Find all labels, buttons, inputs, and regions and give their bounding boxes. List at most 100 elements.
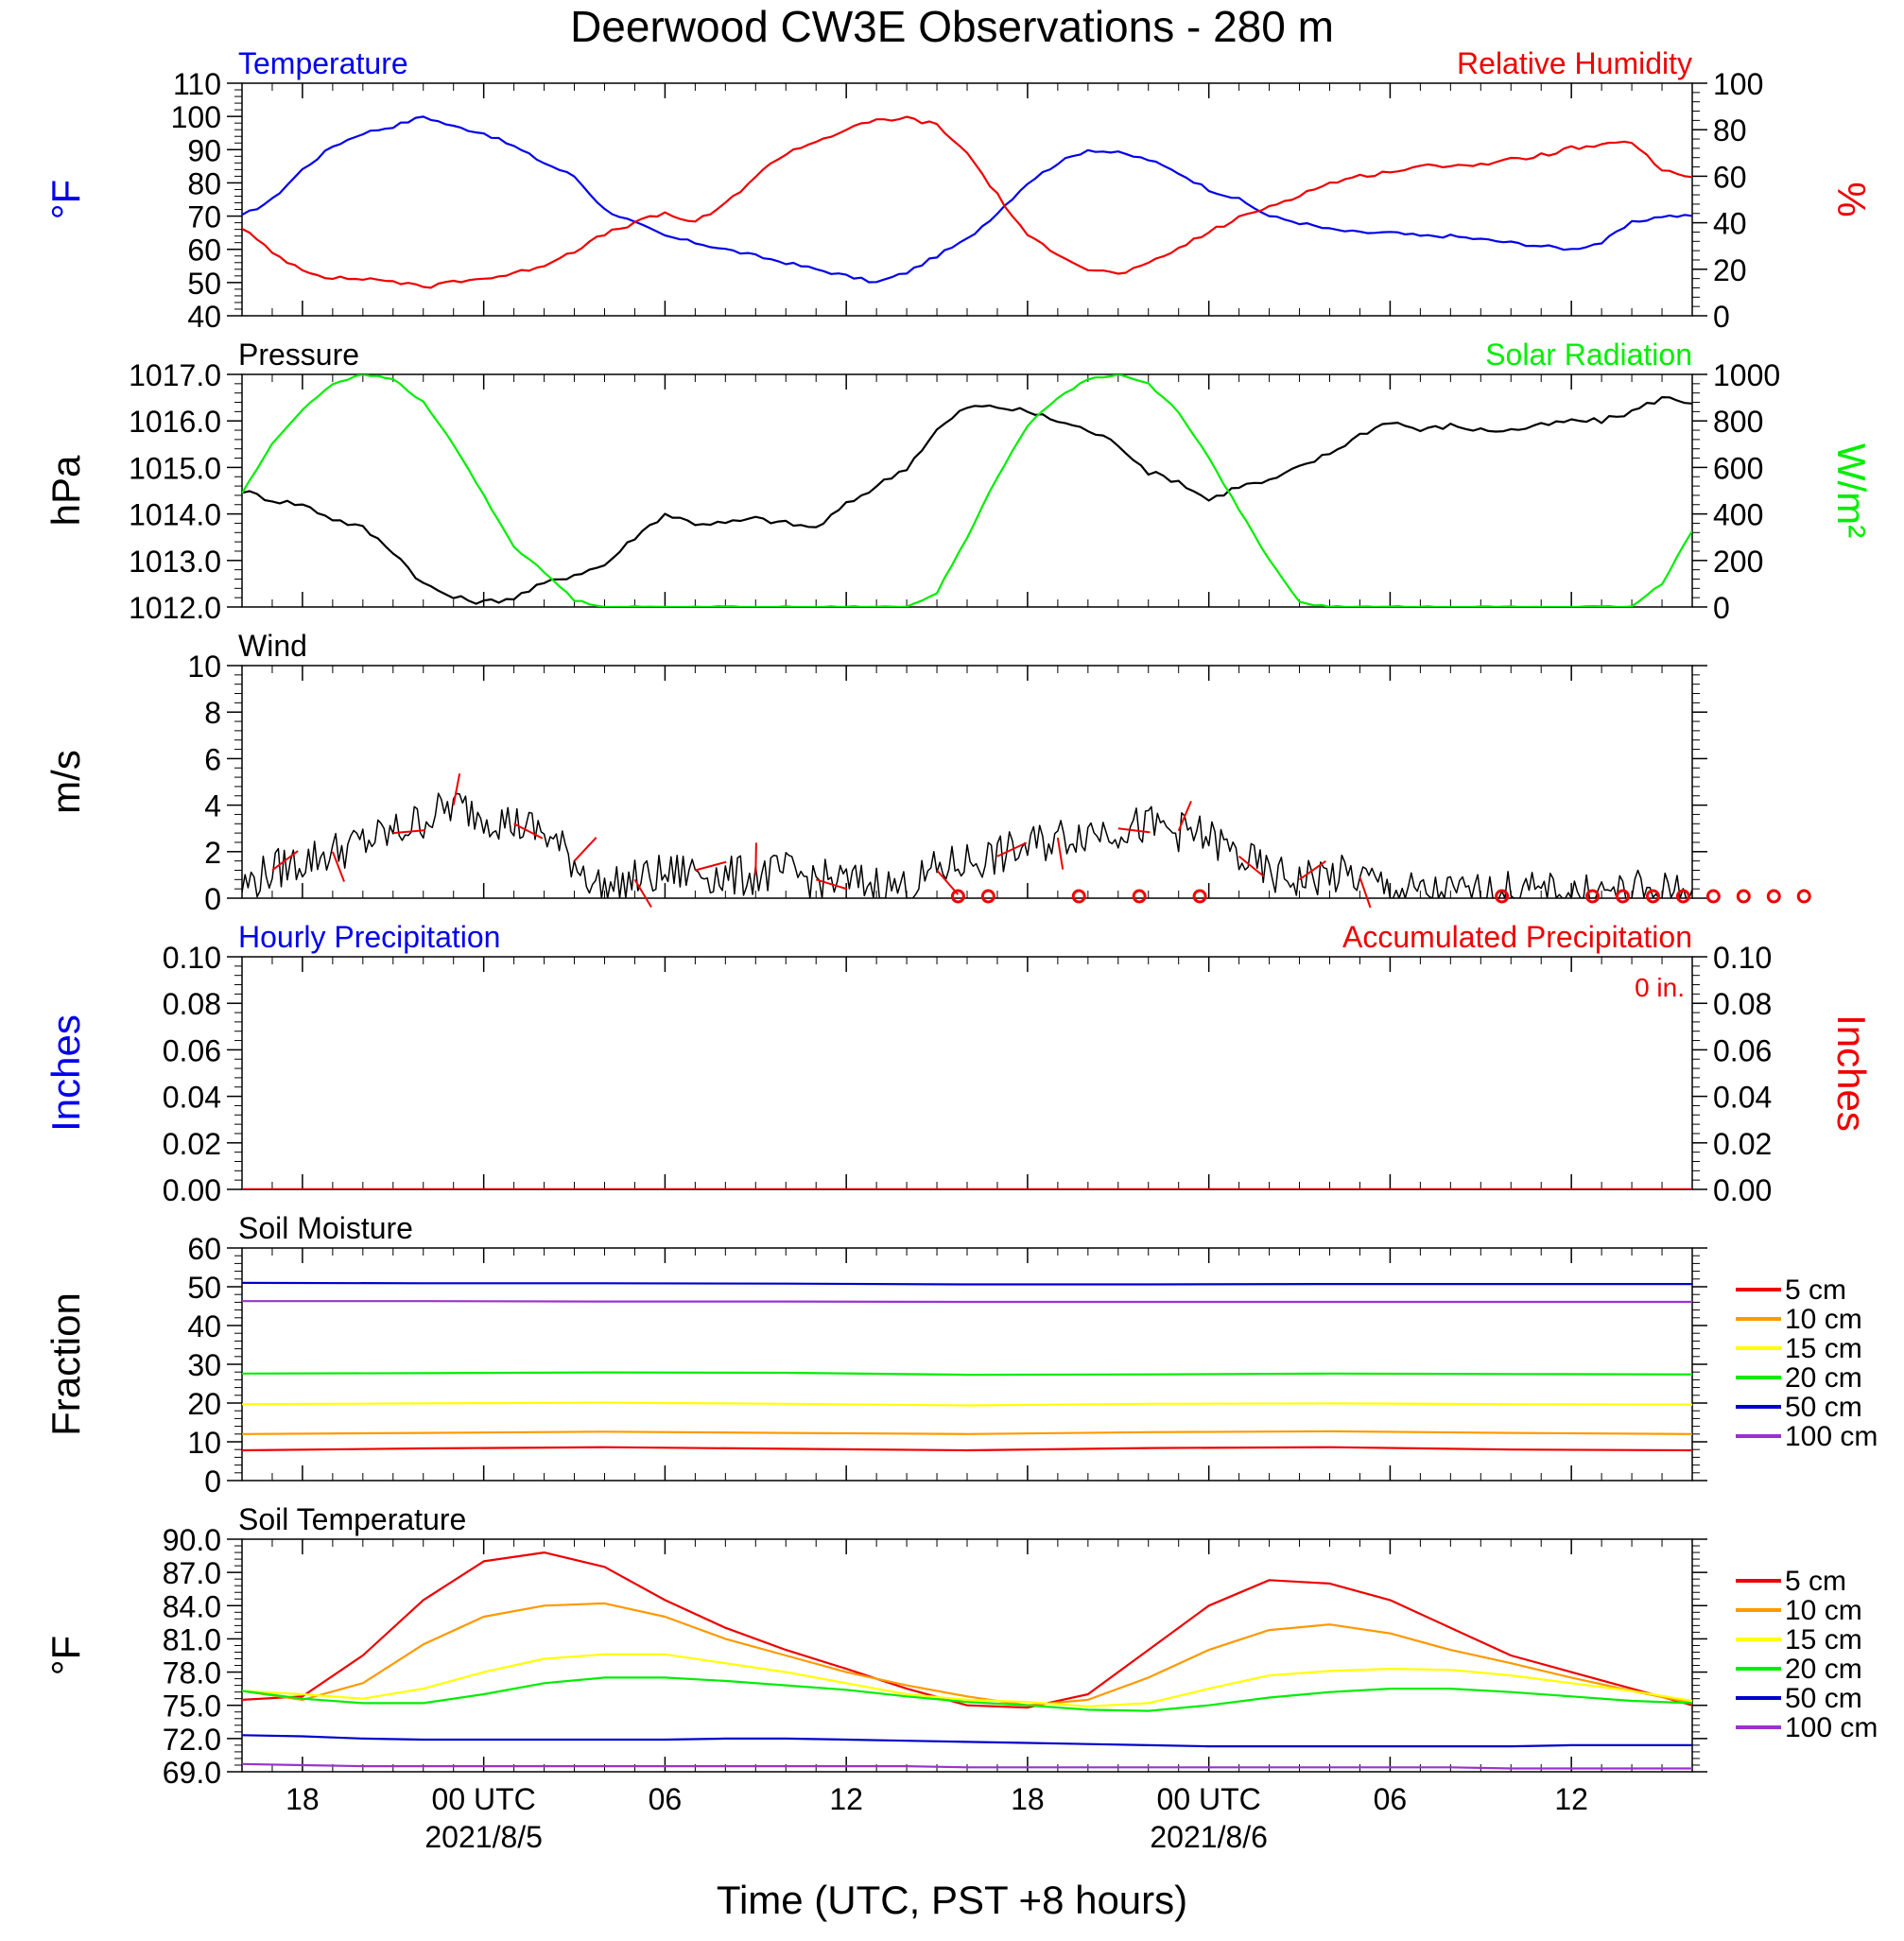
series-line	[242, 1371, 1692, 1377]
y-right-tick-label: 0	[1713, 591, 1730, 625]
plot-frame	[241, 956, 1693, 1190]
y-left-tick-label: 87.0	[163, 1556, 221, 1590]
y-right-tick-label: 800	[1713, 405, 1763, 439]
wind-barb	[573, 837, 597, 862]
plot-frame	[241, 665, 1693, 899]
y-right-tick-label: 400	[1713, 498, 1763, 532]
series-group	[242, 374, 1692, 607]
y-left-tick-label: 40	[187, 1309, 221, 1343]
y-left-tick-label: 0.08	[163, 987, 221, 1021]
y-left-tick-label: 80	[187, 166, 221, 200]
calm-wind-circle	[1585, 889, 1601, 904]
wind-barb	[452, 773, 461, 806]
wind-barb	[1238, 855, 1265, 877]
y-right-tick-label: 600	[1713, 451, 1763, 485]
x-axis: 18 00 UTC 2021/8/5 06 12 18 00 UTC 2021/8/6 06 12…	[286, 1782, 1588, 1922]
y-left-axis-label: hPa	[43, 455, 88, 526]
panel-title-right: Accumulated Precipitation	[1342, 920, 1692, 954]
calm-wind-circle	[1615, 889, 1630, 904]
wind-barb	[271, 850, 299, 872]
legend-label: 50 cm	[1785, 1392, 1862, 1423]
series-line	[242, 1676, 1692, 1712]
y-left-tick-label: 110	[173, 67, 221, 101]
calm-wind-circle	[1132, 889, 1147, 904]
panel-title-right: Relative Humidity	[1457, 46, 1692, 80]
y-left-axis-label: Inches	[43, 1014, 88, 1132]
y-left-tick-label: 81.0	[163, 1622, 221, 1656]
series-line	[242, 374, 1692, 607]
legend-label: 5 cm	[1785, 1274, 1846, 1306]
series-line	[242, 1300, 1692, 1304]
x-tick-label: 18	[1011, 1782, 1045, 1816]
y-left-axis-label: °F	[43, 180, 88, 219]
x-tick-label: 06	[1374, 1782, 1408, 1816]
panel-title-right: Solar Radiation	[1485, 338, 1692, 372]
y-right-tick-label: 0.08	[1713, 987, 1772, 1021]
wind-barb	[1298, 859, 1326, 881]
legend-label: 10 cm	[1785, 1304, 1862, 1335]
y-right-tick-label: 1000	[1713, 358, 1780, 392]
y-left-tick-label: 84.0	[163, 1589, 221, 1623]
series-group	[242, 1281, 1692, 1452]
series-line	[242, 1430, 1692, 1435]
y-left-tick-label: 40	[187, 300, 221, 334]
plot-frame	[241, 373, 1693, 608]
series-line	[242, 792, 1692, 898]
y-right-tick-label: 100	[1713, 67, 1763, 101]
y-right-tick-label: 0	[1713, 300, 1730, 334]
calm-wind-circle	[1675, 889, 1690, 904]
legend-label: 15 cm	[1785, 1624, 1862, 1655]
legend-label: 20 cm	[1785, 1654, 1862, 1685]
panel-precip: 0.10 0.08 0.06 0.04 0.02 0.00 0.10 0.08 0.06 0.04…	[43, 920, 1874, 1207]
calm-wind-circle	[1645, 889, 1660, 904]
x-axis-label: Time (UTC, PST +8 hours)	[717, 1878, 1187, 1922]
x-tick-label: 12	[1554, 1782, 1588, 1816]
y-left-tick-label: 1017.0	[129, 358, 221, 392]
y-left-tick-label: 4	[204, 789, 221, 823]
series-line	[242, 1762, 1692, 1770]
series-line	[242, 1281, 1692, 1286]
y-left-tick-label: 60	[187, 1232, 221, 1266]
series-group	[242, 115, 1692, 289]
panel-title-left: Soil Moisture	[238, 1211, 413, 1245]
y-left-tick-label: 75.0	[163, 1690, 221, 1724]
y-right-axis-label: Inches	[1829, 1014, 1874, 1132]
calm-wind-circle	[1071, 889, 1086, 904]
series-line	[242, 396, 1692, 605]
panel-title-left: Temperature	[238, 46, 408, 80]
y-right-tick-label: 0.02	[1713, 1127, 1772, 1161]
y-left-tick-label: 8	[204, 696, 221, 730]
y-right-tick-label: 0.06	[1713, 1033, 1772, 1067]
y-right-tick-label: 60	[1713, 160, 1747, 194]
y-right-tick-label: 200	[1713, 545, 1763, 579]
y-left-tick-label: 60	[187, 234, 221, 268]
y-left-tick-label: 0	[204, 882, 221, 916]
y-left-tick-label: 100	[171, 100, 221, 134]
y-right-axis-label: %	[1829, 182, 1874, 217]
y-right-tick-label: 0.00	[1713, 1173, 1772, 1207]
series-line	[242, 1602, 1692, 1707]
wind-barb	[754, 842, 757, 875]
panel-temp_rh: 110100908070605040100806040200Temperatur…	[43, 46, 1874, 334]
y-left-axis-label: °F	[43, 1636, 88, 1675]
calm-wind-circle	[1192, 889, 1207, 904]
x-tick-label: 00 UTC	[1157, 1782, 1261, 1816]
legend-label: 15 cm	[1785, 1333, 1862, 1364]
panel-press_solar: 1017.0 1016.0 1015.0 1014.0 1013.0 1012.0 1000…	[43, 338, 1874, 625]
series-line	[242, 1653, 1692, 1707]
panel-title-left: Pressure	[238, 338, 359, 372]
y-right-tick-label: 0.10	[1713, 941, 1772, 975]
wind-barb	[331, 851, 345, 882]
y-right-tick-label: 0.04	[1713, 1081, 1772, 1115]
y-left-tick-label: 20	[187, 1387, 221, 1421]
x-tick-label: 12	[829, 1782, 863, 1816]
y-left-tick-label: 0	[204, 1464, 221, 1499]
wind-barb	[633, 878, 652, 908]
y-right-tick-label: 20	[1713, 253, 1747, 287]
calm-wind-circle	[1766, 889, 1781, 904]
